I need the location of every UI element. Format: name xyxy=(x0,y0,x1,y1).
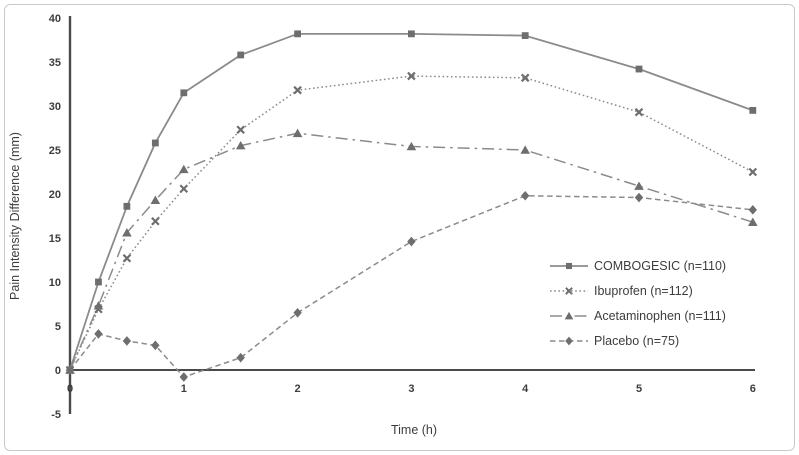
y-tick-label: 0 xyxy=(55,365,61,377)
x-tick-label: 0 xyxy=(67,383,73,395)
series-marker-ibuprofen xyxy=(236,125,245,135)
legend-item-acetaminophen: Acetaminophen (n=111) xyxy=(549,306,726,326)
series-marker-placebo xyxy=(151,340,160,351)
series-marker-combogesic xyxy=(749,107,757,114)
legend-item-ibuprofen: Ibuprofen (n=112) xyxy=(549,281,726,301)
series-marker-ibuprofen xyxy=(179,184,189,193)
y-tick-label: 15 xyxy=(49,233,61,245)
series-marker-placebo xyxy=(122,336,132,346)
legend-item-combogesic: COMBOGESIC (n=110) xyxy=(549,256,726,276)
series-marker-placebo xyxy=(236,352,245,363)
y-tick-label: 5 xyxy=(55,321,61,333)
series-marker-ibuprofen xyxy=(520,73,530,83)
x-tick-label: 3 xyxy=(408,383,414,395)
series-marker-acetaminophen xyxy=(748,217,758,226)
series-marker-acetaminophen xyxy=(122,228,132,237)
series-marker-placebo xyxy=(407,236,416,247)
series-marker-placebo xyxy=(65,365,75,375)
legend-sample-combogesic-icon xyxy=(550,262,588,270)
series-marker-ibuprofen xyxy=(151,217,160,226)
y-tick-label: 10 xyxy=(49,277,61,289)
series-marker-combogesic xyxy=(123,202,131,210)
series-marker-placebo xyxy=(748,205,757,215)
series-marker-placebo xyxy=(634,192,644,203)
y-tick-label: 30 xyxy=(49,101,61,113)
series-marker-acetaminophen xyxy=(179,164,189,174)
y-tick-label: 35 xyxy=(49,57,61,69)
series-marker-acetaminophen xyxy=(150,195,161,204)
legend-sample-acetaminophen-icon xyxy=(550,311,588,320)
x-tick-label: 4 xyxy=(522,383,529,395)
series-line-ibuprofen xyxy=(69,75,754,371)
series-marker-acetaminophen xyxy=(520,145,530,154)
series-marker-acetaminophen xyxy=(406,141,417,151)
series-marker-placebo xyxy=(179,372,188,382)
series-marker-combogesic xyxy=(151,139,159,147)
x-tick-label: 2 xyxy=(295,383,301,395)
series-marker-combogesic xyxy=(180,89,188,97)
series-marker-combogesic xyxy=(635,65,643,73)
series-marker-combogesic xyxy=(95,278,102,286)
y-axis-title: Pain Intensity Difference (mm) xyxy=(8,132,22,300)
series-line-placebo xyxy=(69,195,753,378)
series-marker-acetaminophen xyxy=(235,141,246,150)
legend-marker-combogesic xyxy=(565,262,573,270)
tick-labels-group: 40 35 30 25 20 15 10 5 0 -5 0 1 2 3 4 5 6 xyxy=(49,13,756,421)
y-tick-label: -5 xyxy=(51,409,61,421)
axes xyxy=(68,16,755,414)
legend-sample-ibuprofen-icon xyxy=(550,287,588,295)
x-tick-label: 5 xyxy=(636,383,642,395)
y-tick-label: 20 xyxy=(49,189,61,201)
legend-marker-acetaminophen xyxy=(564,311,574,320)
series-marker-ibuprofen xyxy=(634,107,644,117)
series-marker-placebo xyxy=(94,329,103,339)
series-marker-ibuprofen xyxy=(122,253,132,263)
legend-marker-placebo xyxy=(565,336,573,346)
series-marker-combogesic xyxy=(237,51,245,59)
series-marker-combogesic xyxy=(408,30,415,38)
y-tick-label: 40 xyxy=(49,13,61,25)
y-tick-label: 25 xyxy=(49,145,61,157)
x-tick-label: 1 xyxy=(181,383,187,395)
legend-sample-placebo-icon xyxy=(550,336,588,346)
legend-item-placebo: Placebo (n=75) xyxy=(549,331,726,351)
legend-marker-ibuprofen xyxy=(565,287,573,295)
series-marker-combogesic xyxy=(521,32,529,39)
series-marker-ibuprofen xyxy=(293,85,302,95)
x-axis-title: Time (h) xyxy=(391,423,437,437)
series-marker-acetaminophen xyxy=(93,301,104,310)
chart-legend: COMBOGESIC (n=110) Ibuprofen (n=112) Ace… xyxy=(549,256,726,351)
series-marker-ibuprofen xyxy=(407,71,416,81)
series-marker-placebo xyxy=(293,308,302,318)
series-marker-acetaminophen xyxy=(292,128,303,138)
legend-label-ibuprofen: Ibuprofen (n=112) xyxy=(594,284,693,298)
legend-label-acetaminophen: Acetaminophen (n=111) xyxy=(594,309,726,323)
series-marker-acetaminophen xyxy=(634,181,644,190)
legend-label-placebo: Placebo (n=75) xyxy=(594,334,680,348)
x-tick-label: 6 xyxy=(750,383,756,395)
series-marker-placebo xyxy=(521,190,530,201)
series-marker-ibuprofen xyxy=(748,167,758,177)
series-markers-group xyxy=(65,30,758,382)
series-marker-combogesic xyxy=(294,30,301,38)
legend-label-combogesic: COMBOGESIC (n=110) xyxy=(594,259,727,273)
